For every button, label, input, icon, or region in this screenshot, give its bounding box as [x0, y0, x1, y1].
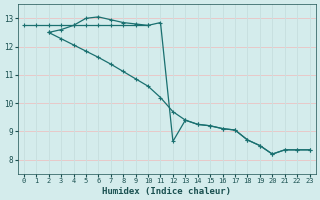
X-axis label: Humidex (Indice chaleur): Humidex (Indice chaleur) [102, 187, 231, 196]
